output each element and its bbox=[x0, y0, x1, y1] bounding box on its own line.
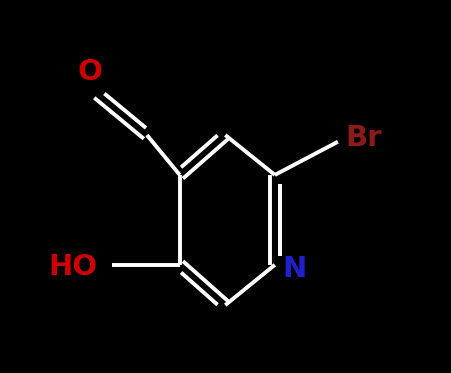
Text: Br: Br bbox=[345, 124, 381, 152]
Text: HO: HO bbox=[48, 253, 97, 281]
Text: O: O bbox=[77, 57, 102, 86]
Text: N: N bbox=[282, 254, 306, 283]
